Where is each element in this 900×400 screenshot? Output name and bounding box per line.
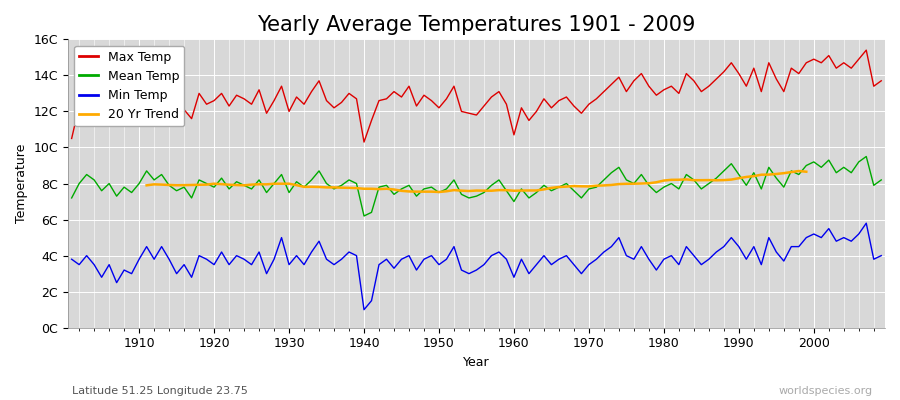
Title: Yearly Average Temperatures 1901 - 2009: Yearly Average Temperatures 1901 - 2009 <box>257 15 696 35</box>
Text: Latitude 51.25 Longitude 23.75: Latitude 51.25 Longitude 23.75 <box>72 386 248 396</box>
Text: worldspecies.org: worldspecies.org <box>778 386 873 396</box>
X-axis label: Year: Year <box>464 356 490 369</box>
Legend: Max Temp, Mean Temp, Min Temp, 20 Yr Trend: Max Temp, Mean Temp, Min Temp, 20 Yr Tre… <box>74 46 184 126</box>
Y-axis label: Temperature: Temperature <box>15 144 28 223</box>
